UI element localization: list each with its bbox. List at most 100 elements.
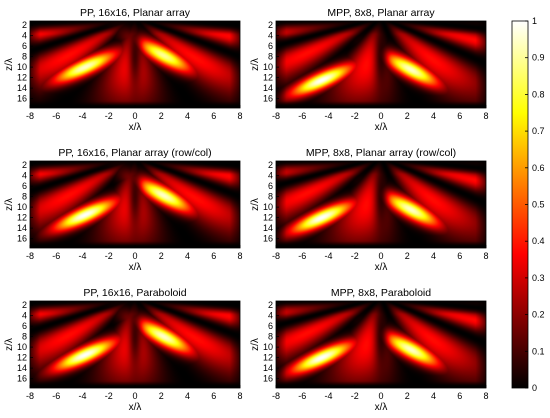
- x-tick-label: -2: [105, 391, 113, 401]
- y-tick-label: 4: [22, 31, 27, 41]
- x-axis-label: x/λ: [375, 122, 388, 133]
- x-axis-label: x/λ: [375, 402, 388, 413]
- y-tick-label: 10: [263, 202, 273, 212]
- x-tick-label: -2: [351, 391, 359, 401]
- x-tick-label: -6: [298, 251, 306, 261]
- heatmap-panel: MPP, 8x8, Planar array-8 -6 -4 -2 0 2 4 6 824681…: [250, 7, 489, 133]
- x-tick-label: 4: [431, 111, 436, 121]
- x-tick-label: -8: [272, 251, 280, 261]
- x-tick-label: -8: [26, 391, 34, 401]
- y-tick-label: 16: [17, 234, 27, 244]
- panel-title: PP, 16x16, Paraboloid: [83, 287, 186, 299]
- x-tick-label: -6: [52, 111, 60, 121]
- x-tick-label: 6: [457, 391, 462, 401]
- x-axis-label: x/λ: [129, 402, 142, 413]
- x-tick-label: 8: [483, 391, 488, 401]
- x-tick-label: -6: [52, 391, 60, 401]
- y-tick-label: 2: [22, 20, 27, 30]
- y-axis-label: z/λ: [250, 338, 261, 351]
- y-tick-label: 4: [268, 31, 273, 41]
- heatmap-panel: PP, 16x16, Planar array (row/col) -8 -6 -4 -…: [4, 147, 243, 273]
- y-tick-label: 4: [268, 311, 273, 321]
- x-tick-label: 2: [405, 251, 410, 261]
- panel-title: PP, 16x16, Planar array: [80, 7, 191, 19]
- y-axis-label: z/λ: [4, 58, 15, 71]
- y-tick-label: 14: [263, 223, 273, 233]
- y-tick-label: 8: [268, 192, 273, 202]
- y-tick-label: 14: [263, 363, 273, 373]
- colorbar-tick-label: 0.6: [532, 163, 545, 173]
- x-tick-label: -8: [26, 251, 34, 261]
- y-tick-label: 8: [22, 332, 27, 342]
- x-tick-label: 4: [185, 391, 190, 401]
- y-tick-label: 8: [22, 52, 27, 62]
- y-tick-label: 10: [263, 342, 273, 352]
- x-tick-label: -4: [324, 111, 332, 121]
- y-tick-label: 12: [17, 213, 27, 223]
- y-tick-label: 14: [263, 83, 273, 93]
- panel-title: MPP, 8x8, Paraboloid: [331, 287, 431, 299]
- y-tick-label: 12: [17, 353, 27, 363]
- y-tick-label: 16: [17, 94, 27, 104]
- x-tick-label: 2: [405, 391, 410, 401]
- y-tick-label: 16: [263, 374, 273, 384]
- y-axis-label: z/λ: [4, 338, 15, 351]
- x-tick-label: -6: [298, 111, 306, 121]
- x-tick-label: -2: [351, 111, 359, 121]
- y-tick-label: 12: [263, 73, 273, 83]
- y-tick-label: 6: [268, 321, 273, 331]
- heatmap-panel: PP, 16x16, Paraboloid-8 -6 -4 -2 0 2 4 6 8246810…: [4, 287, 243, 413]
- x-tick-label: 0: [378, 251, 383, 261]
- panel-title: MPP, 8x8, Planar array (row/col): [306, 147, 456, 159]
- colorbar-tick-label: 0: [532, 383, 537, 393]
- x-tick-label: 6: [457, 111, 462, 121]
- x-tick-label: -4: [324, 391, 332, 401]
- y-tick-label: 16: [263, 234, 273, 244]
- y-tick-label: 8: [22, 192, 27, 202]
- x-tick-label: -4: [78, 251, 86, 261]
- y-tick-label: 2: [268, 20, 273, 30]
- y-axis-label: z/λ: [250, 58, 261, 71]
- x-tick-label: -8: [26, 111, 34, 121]
- x-tick-label: 6: [457, 251, 462, 261]
- x-tick-label: -6: [298, 391, 306, 401]
- panel-title: MPP, 8x8, Planar array: [327, 7, 435, 19]
- x-tick-label: 8: [237, 391, 242, 401]
- y-tick-label: 10: [17, 342, 27, 352]
- x-tick-label: 8: [237, 251, 242, 261]
- x-axis-label: x/λ: [129, 122, 142, 133]
- y-tick-label: 4: [22, 171, 27, 181]
- colorbar-tick-label: 0.2: [532, 310, 545, 320]
- x-tick-label: -4: [324, 251, 332, 261]
- x-tick-label: -2: [105, 251, 113, 261]
- heatmap-image: [276, 21, 486, 108]
- y-axis-label: z/λ: [250, 198, 261, 211]
- heatmap-image: [276, 301, 486, 388]
- x-tick-label: 0: [378, 391, 383, 401]
- colorbar-tick-label: 0.3: [532, 273, 545, 283]
- x-tick-label: -6: [52, 251, 60, 261]
- y-tick-label: 14: [17, 223, 27, 233]
- y-tick-label: 10: [17, 62, 27, 72]
- x-tick-label: -8: [272, 111, 280, 121]
- y-tick-label: 12: [17, 73, 27, 83]
- heatmap-panel: MPP, 8x8, Paraboloid-8 -6 -4 -2 0 2 4 6 82468101…: [250, 287, 489, 413]
- heatmap-image: [276, 161, 486, 248]
- x-tick-label: 2: [159, 111, 164, 121]
- colorbar-tick-label: 0.8: [532, 89, 545, 99]
- colorbar-tick-label: 0.4: [532, 236, 545, 246]
- colorbar-tick-label: 0.9: [532, 53, 545, 63]
- colorbar-tick-label: 1: [532, 16, 537, 26]
- y-tick-label: 4: [268, 171, 273, 181]
- y-tick-label: 12: [263, 353, 273, 363]
- x-tick-label: -4: [78, 111, 86, 121]
- heatmap-image: [30, 161, 240, 248]
- x-tick-label: 0: [378, 111, 383, 121]
- x-tick-label: 4: [185, 251, 190, 261]
- x-tick-label: 8: [237, 111, 242, 121]
- x-tick-label: 4: [185, 111, 190, 121]
- y-tick-label: 10: [263, 62, 273, 72]
- y-tick-label: 6: [22, 181, 27, 191]
- x-tick-label: -4: [78, 391, 86, 401]
